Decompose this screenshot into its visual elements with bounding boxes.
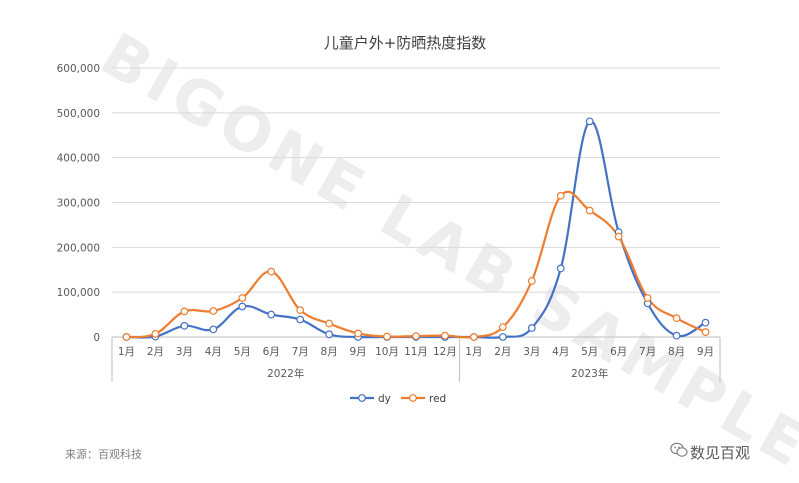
data-point-red bbox=[701, 328, 710, 336]
line-chart: 儿童户外+防晒热度指数 0 100,000 200,000 300,000 400,00… bbox=[57, 34, 721, 405]
data-point-dy bbox=[701, 318, 710, 327]
legend-label: dy bbox=[378, 393, 391, 405]
x-tick-label: 5月 bbox=[234, 346, 251, 358]
x-tick-label: 9月 bbox=[350, 346, 367, 358]
x-tick-label: 7月 bbox=[639, 346, 656, 358]
x-tick-label: 3月 bbox=[523, 346, 540, 358]
data-point-dy bbox=[209, 325, 218, 334]
data-point-red bbox=[614, 232, 623, 241]
data-point-dy bbox=[498, 333, 507, 341]
x-tick-label: 5月 bbox=[581, 346, 598, 358]
x-tick-label: 9月 bbox=[697, 346, 714, 358]
data-point-red bbox=[383, 332, 391, 341]
x-tick-label: 6月 bbox=[610, 346, 627, 358]
data-point-red bbox=[498, 323, 507, 332]
chart-title: 儿童户外+防晒热度指数 bbox=[324, 34, 487, 52]
data-point-red bbox=[470, 333, 478, 341]
data-point-red bbox=[122, 333, 131, 341]
y-tick-label: 500,000 bbox=[57, 108, 100, 120]
data-point-dy bbox=[325, 330, 334, 339]
x-group-label: 2022年 bbox=[267, 367, 304, 380]
data-point-red bbox=[354, 329, 362, 338]
x-tick-label: 2月 bbox=[147, 346, 164, 358]
data-point-red bbox=[151, 329, 160, 338]
data-point-red bbox=[527, 277, 536, 285]
x-tick-label: 1月 bbox=[465, 346, 482, 358]
series-line-red bbox=[126, 190, 706, 339]
x-tick-label: 8月 bbox=[668, 346, 685, 358]
x-tick-label: 7月 bbox=[292, 346, 309, 358]
y-tick-label: 600,000 bbox=[57, 63, 100, 75]
data-point-red bbox=[412, 332, 420, 341]
y-tick-label: 100,000 bbox=[57, 287, 100, 299]
legend-label: red bbox=[429, 393, 446, 405]
source-note: 来源：百观科技 bbox=[65, 448, 142, 461]
x-tick-label: 12月 bbox=[433, 346, 457, 358]
x-tick-label: 8月 bbox=[321, 346, 338, 358]
data-point-red bbox=[643, 294, 652, 302]
x-tick-label: 4月 bbox=[552, 346, 569, 358]
y-tick-label: 300,000 bbox=[57, 198, 100, 210]
x-tick-label: 11月 bbox=[404, 346, 428, 358]
gridlines bbox=[112, 67, 720, 293]
data-point-red bbox=[238, 294, 247, 302]
data-point-red bbox=[556, 191, 565, 200]
legend-marker bbox=[358, 394, 366, 402]
x-tick-label: 2月 bbox=[494, 346, 511, 358]
y-tick-label: 400,000 bbox=[57, 153, 100, 165]
data-point-red bbox=[209, 307, 218, 315]
data-point-dy bbox=[267, 310, 276, 319]
data-point-dy bbox=[296, 315, 305, 324]
x-group-label: 2023年 bbox=[571, 367, 608, 380]
data-point-dy bbox=[238, 302, 247, 311]
data-point-red bbox=[325, 319, 334, 328]
x-tick-label: 3月 bbox=[176, 346, 193, 358]
data-point-dy bbox=[672, 331, 681, 340]
data-point-red bbox=[672, 314, 681, 323]
x-tick-label: 10月 bbox=[375, 346, 399, 358]
wechat-icon bbox=[670, 442, 688, 457]
data-point-red bbox=[267, 267, 276, 276]
y-tick-label: 200,000 bbox=[57, 242, 100, 254]
legend-marker bbox=[409, 394, 417, 402]
series-lines bbox=[122, 117, 710, 341]
series-line-dy bbox=[126, 120, 707, 339]
data-point-red bbox=[180, 307, 189, 316]
x-axis: 1月 2月 3月 4月 5月 6月 7月 8月 9月 10月 11月 12月 1月 2月 3月 4月 5月 6月 7… bbox=[111, 336, 721, 382]
data-point-red bbox=[441, 331, 449, 340]
x-tick-label: 1月 bbox=[118, 346, 135, 358]
x-tick-label: 6月 bbox=[263, 346, 280, 358]
data-point-dy bbox=[556, 264, 565, 273]
brand-name: 数见百观 bbox=[690, 444, 751, 462]
data-point-red bbox=[296, 306, 305, 315]
data-point-red bbox=[585, 206, 594, 215]
x-tick-label: 4月 bbox=[205, 346, 222, 358]
y-axis-ticks: 0 100,000 200,000 300,000 400,000 500,000 600,… bbox=[57, 63, 100, 344]
y-tick-label: 0 bbox=[93, 332, 100, 344]
data-point-dy bbox=[180, 321, 189, 330]
legend: dy red bbox=[350, 393, 446, 405]
data-point-dy bbox=[585, 117, 594, 126]
data-point-dy bbox=[527, 324, 536, 332]
